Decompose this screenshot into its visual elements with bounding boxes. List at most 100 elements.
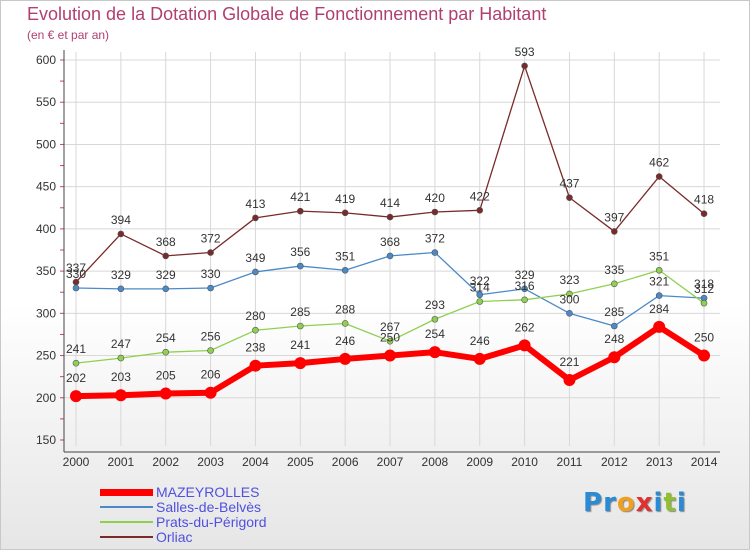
logo-letter: r <box>603 488 617 518</box>
x-tick-label: 2000 <box>63 455 90 469</box>
data-label: 419 <box>335 192 355 206</box>
data-label: 285 <box>604 305 624 319</box>
legend-swatch <box>100 521 153 523</box>
y-tick-label: 350 <box>36 264 56 278</box>
data-point <box>114 389 127 402</box>
data-label: 205 <box>156 369 176 383</box>
y-tick-label: 400 <box>36 222 56 236</box>
proxiti-logo: Proxiti <box>583 488 687 518</box>
x-tick-label: 2002 <box>152 455 179 469</box>
legend-label: Orliac <box>156 529 193 545</box>
data-label: 203 <box>111 370 131 384</box>
data-point <box>476 298 484 305</box>
data-label: 254 <box>156 331 176 345</box>
legend-label: Salles-de-Belvès <box>156 499 262 515</box>
data-point <box>249 359 262 372</box>
data-point <box>655 292 663 299</box>
data-label: 300 <box>559 292 579 306</box>
data-point <box>476 291 484 299</box>
data-point <box>608 351 621 364</box>
data-point <box>518 339 531 352</box>
data-point <box>341 320 349 327</box>
data-point <box>72 284 80 292</box>
data-point <box>566 194 573 201</box>
data-point <box>521 62 528 70</box>
data-point <box>566 310 573 317</box>
y-tick-label: 250 <box>36 349 56 363</box>
data-label: 284 <box>649 302 669 316</box>
data-label: 241 <box>290 338 310 352</box>
data-point <box>339 352 352 365</box>
chart-title: Evolution de la Dotation Globale de Fonc… <box>27 4 547 24</box>
data-label: 318 <box>694 277 714 291</box>
data-label: 238 <box>245 341 265 355</box>
data-point <box>117 285 125 293</box>
y-tick-label: 500 <box>36 137 56 151</box>
data-point <box>159 387 172 400</box>
x-tick-label: 2007 <box>377 455 404 469</box>
series-layer <box>70 62 711 403</box>
data-point <box>611 228 618 235</box>
data-point <box>296 322 304 330</box>
data-label: 221 <box>559 355 579 369</box>
logo-letter: x <box>635 488 654 518</box>
data-label: 349 <box>245 251 265 265</box>
data-label: 312 <box>694 282 714 296</box>
data-label: 420 <box>425 191 445 205</box>
logo-letter: t <box>663 488 677 518</box>
data-label: 254 <box>425 327 445 341</box>
data-point <box>72 359 80 367</box>
x-tick-label: 2008 <box>422 455 449 469</box>
data-label: 356 <box>290 245 310 259</box>
data-label: 262 <box>515 320 535 334</box>
grid-layer <box>64 52 720 446</box>
data-label: 337 <box>66 261 86 275</box>
data-label: 462 <box>649 156 669 170</box>
data-label: 206 <box>201 368 221 382</box>
data-label: 280 <box>245 309 265 323</box>
data-point <box>655 266 663 274</box>
data-point <box>252 268 259 276</box>
data-label: 256 <box>201 329 221 343</box>
data-point <box>341 209 349 217</box>
data-point <box>521 296 528 304</box>
data-label: 593 <box>515 45 535 59</box>
data-label: 247 <box>111 337 131 351</box>
data-label: 351 <box>335 249 355 263</box>
data-point <box>611 280 618 288</box>
data-point <box>296 207 304 215</box>
x-tick-label: 2009 <box>466 455 493 469</box>
data-point <box>386 337 394 345</box>
data-point <box>563 374 576 387</box>
data-point <box>162 348 170 356</box>
data-label: 422 <box>470 189 490 203</box>
y-tick-label: 550 <box>36 95 56 109</box>
data-label: 321 <box>649 275 669 289</box>
data-label: 246 <box>335 334 355 348</box>
data-label: 330 <box>66 267 86 281</box>
data-point <box>386 252 394 260</box>
data-point <box>473 352 486 365</box>
x-tick-label: 2003 <box>197 455 224 469</box>
logo-letter: P <box>583 488 604 518</box>
data-label: 397 <box>604 210 624 224</box>
data-label: 394 <box>111 213 131 227</box>
data-label: 246 <box>470 334 490 348</box>
legend-label: Prats-du-Périgord <box>156 514 267 530</box>
data-label: 293 <box>425 298 445 312</box>
data-label: 267 <box>380 320 400 334</box>
data-label: 314 <box>470 281 490 295</box>
data-point <box>700 299 708 307</box>
data-point <box>204 386 217 399</box>
data-point <box>252 326 259 334</box>
x-tick-label: 2013 <box>646 455 673 469</box>
data-point <box>698 349 711 362</box>
data-point <box>252 214 259 222</box>
data-label: 330 <box>201 267 221 281</box>
data-label: 329 <box>156 268 176 282</box>
data-point <box>611 322 618 330</box>
data-label: 368 <box>156 235 176 249</box>
x-tick-label: 2011 <box>557 455 583 469</box>
legend-swatch <box>100 506 153 508</box>
